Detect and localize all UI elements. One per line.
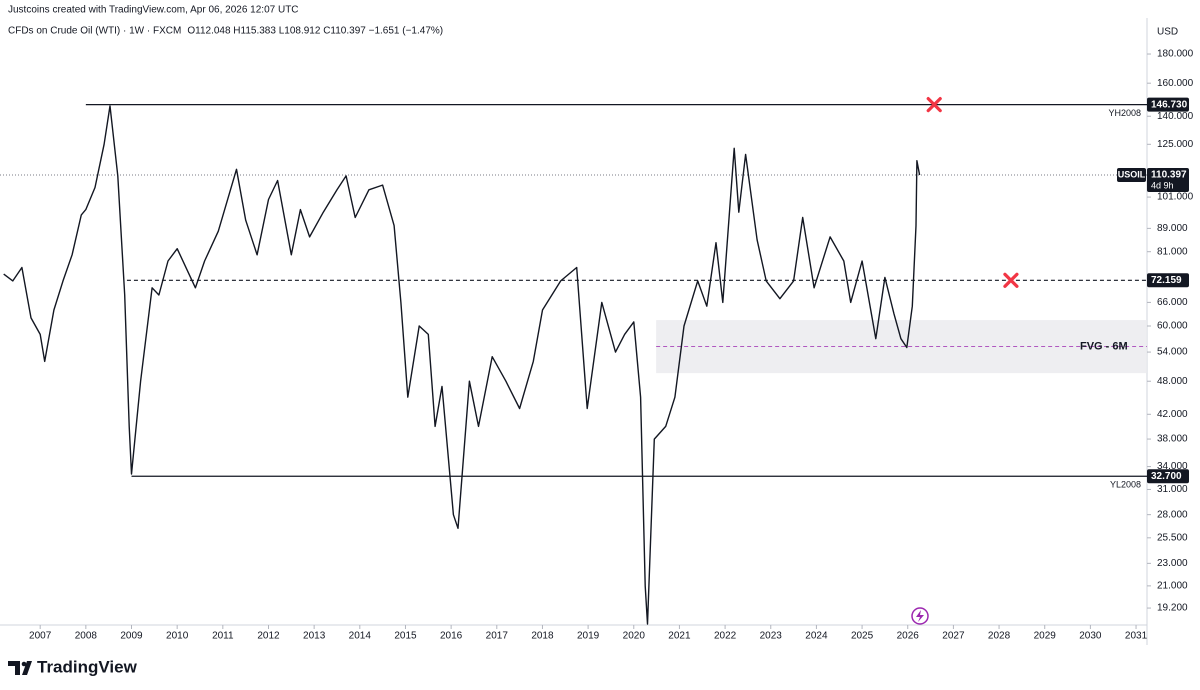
x-tick-label: 2020	[623, 631, 646, 642]
x-tick-label: 2008	[75, 631, 98, 642]
y-tick-label: 89.000	[1157, 223, 1188, 234]
level-name: YH2008	[1108, 108, 1141, 118]
fvg-label: FVG - 6M	[1080, 341, 1128, 353]
y-tick-label: 81.000	[1157, 246, 1188, 257]
y-tick-label: 42.000	[1157, 409, 1188, 420]
x-tick-label: 2025	[851, 631, 874, 642]
x-tick-label: 2030	[1079, 631, 1102, 642]
y-tick-label: 19.200	[1157, 603, 1188, 614]
level-axis-box	[1147, 97, 1189, 112]
ohlc: O112.048 H115.383 L108.912 C110.397 −1.6…	[187, 26, 443, 37]
brand: TradingView	[37, 657, 138, 676]
y-tick-label: 28.000	[1157, 509, 1188, 520]
symbol: CFDs on Crude Oil (WTI) · 1W · FXCM	[8, 26, 181, 37]
y-tick-label: 48.000	[1157, 376, 1188, 387]
cross-marker	[1003, 272, 1019, 288]
y-tick-label: 66.000	[1157, 297, 1188, 308]
level-axis-label: 146.730	[1151, 99, 1188, 110]
level-axis-box	[1147, 469, 1189, 484]
x-tick-label: 2027	[942, 631, 965, 642]
x-tick-label: 2009	[120, 631, 143, 642]
x-tick-label: 2016	[440, 631, 463, 642]
y-tick-label: 23.000	[1157, 558, 1188, 569]
x-tick-label: 2012	[257, 631, 280, 642]
countdown: 4d 9h	[1151, 180, 1174, 190]
current-price-label: 110.397	[1151, 170, 1187, 181]
y-tick-label: 34.000	[1157, 461, 1188, 472]
y-tick-label: 125.000	[1157, 139, 1194, 150]
x-tick-label: 2029	[1034, 631, 1057, 642]
currency: USD	[1157, 27, 1178, 38]
x-tick-label: 2021	[668, 631, 691, 642]
y-tick-label: 101.000	[1157, 192, 1194, 203]
y-tick-label: 60.000	[1157, 321, 1188, 332]
author: Justcoins created with TradingView.com, …	[8, 5, 299, 16]
x-tick-label: 2014	[349, 631, 372, 642]
current-price-box	[1147, 168, 1189, 193]
x-tick-label: 2028	[988, 631, 1011, 642]
level-axis-label: 32.700	[1151, 471, 1182, 482]
level-name: YL2008	[1110, 480, 1141, 490]
cross-marker	[926, 97, 942, 113]
x-tick-label: 2031	[1125, 631, 1148, 642]
x-tick-label: 2023	[760, 631, 783, 642]
y-tick-label: 21.000	[1157, 581, 1188, 592]
level-axis-label: 72.159	[1151, 275, 1182, 286]
y-tick-label: 38.000	[1157, 434, 1188, 445]
x-tick-label: 2018	[531, 631, 554, 642]
symbol-box	[1117, 168, 1146, 183]
x-tick-label: 2026	[897, 631, 920, 642]
y-tick-label: 31.000	[1157, 484, 1188, 495]
x-tick-label: 2024	[805, 631, 828, 642]
y-tick-label: 160.000	[1157, 78, 1194, 89]
x-tick-label: 2007	[29, 631, 52, 642]
x-tick-label: 2019	[577, 631, 600, 642]
x-tick-label: 2010	[166, 631, 189, 642]
y-tick-label: 180.000	[1157, 49, 1194, 60]
logo	[8, 661, 32, 675]
x-tick-label: 2017	[486, 631, 509, 642]
x-tick-label: 2022	[714, 631, 737, 642]
lightning-icon	[911, 607, 929, 625]
price-line	[3, 105, 921, 625]
x-tick-label: 2011	[212, 631, 234, 642]
y-tick-label: 54.000	[1157, 347, 1188, 358]
level-axis-box	[1147, 273, 1189, 288]
x-tick-label: 2013	[303, 631, 326, 642]
symbol-label: USOIL	[1118, 169, 1146, 179]
x-tick-label: 2015	[394, 631, 417, 642]
y-tick-label: 140.000	[1157, 111, 1194, 122]
y-tick-label: 25.500	[1157, 532, 1188, 543]
plot-area: FVG - 6M YH2008 YL2008	[0, 104, 1147, 625]
